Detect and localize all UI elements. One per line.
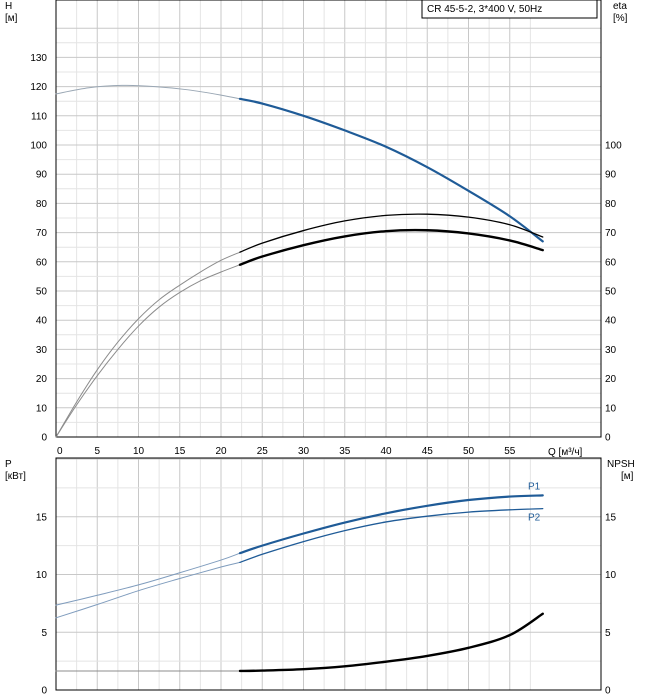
y-tick-label-eta: 100 <box>605 141 622 152</box>
x-axis-title: Q [м³/ч] <box>548 447 583 458</box>
y-tick-label-p: 15 <box>36 512 48 523</box>
legend-box <box>421 0 598 19</box>
y-tick-label-h: 110 <box>31 111 47 122</box>
x-tick-label: 20 <box>215 446 227 457</box>
power-panel-frame <box>55 457 602 691</box>
y-tick-label-p: 0 <box>41 686 47 697</box>
series-label-p2: P2 <box>528 513 541 524</box>
series-line-p2-thin <box>55 561 241 619</box>
y-tick-label-h: 90 <box>36 170 48 181</box>
y-tick-label-eta: 50 <box>605 287 617 298</box>
series-label-p1: P1 <box>528 481 541 492</box>
x-tick-label: 15 <box>174 446 186 457</box>
series-line-eta-lower <box>238 228 544 266</box>
x-tick-label: 55 <box>504 446 516 457</box>
y-tick-label-h: 70 <box>36 228 48 239</box>
x-tick-label: 0 <box>57 446 63 457</box>
y-tick-label-h: 130 <box>30 53 47 64</box>
y-tick-label-npsh: 10 <box>605 570 617 581</box>
x-tick-label: 35 <box>339 446 351 457</box>
y-tick-label-h: 20 <box>36 374 48 385</box>
y-tick-label-h: 60 <box>36 257 48 268</box>
y-tick-label-h: 50 <box>36 287 48 298</box>
y-tick-label-eta: 10 <box>605 403 617 414</box>
series-line-head <box>238 97 544 243</box>
series-line-head-thin <box>55 84 241 100</box>
y-axis-unit-eta: [%] <box>613 13 628 24</box>
y-axis-title-npsh: NPSH <box>607 459 635 470</box>
y-tick-label-eta: 70 <box>605 228 617 239</box>
y-tick-label-eta: 0 <box>605 433 611 444</box>
series-line-eta-upper <box>239 213 544 253</box>
y-tick-label-eta: 20 <box>605 374 617 385</box>
x-tick-label: 45 <box>422 446 434 457</box>
y-tick-label-eta: 90 <box>605 170 617 181</box>
series-line-p1 <box>238 494 544 555</box>
legend-text: CR 45-5-2, 3*400 V, 50Hz <box>427 4 542 15</box>
x-tick-label: 5 <box>94 446 100 457</box>
y-axis-unit-h: [м] <box>5 13 18 24</box>
x-tick-label: 25 <box>257 446 269 457</box>
series-line-p2 <box>239 508 544 564</box>
y-tick-label-npsh: 0 <box>605 686 611 697</box>
y-tick-label-h: 100 <box>30 141 47 152</box>
y-tick-label-p: 10 <box>36 570 48 581</box>
y-tick-label-eta: 40 <box>605 316 617 327</box>
series-line-npsh <box>238 612 544 673</box>
y-tick-label-h: 30 <box>36 345 48 356</box>
y-axis-unit-npsh: [м] <box>621 471 634 482</box>
y-tick-label-eta: 80 <box>605 199 617 210</box>
y-tick-label-h: 0 <box>41 433 47 444</box>
series-line-eta-thin-upper <box>55 251 241 438</box>
x-tick-label: 50 <box>463 446 475 457</box>
y-tick-label-eta: 60 <box>605 257 617 268</box>
y-axis-title-eta: eta <box>613 1 627 12</box>
y-tick-label-p: 5 <box>41 628 47 639</box>
y-axis-title-h: H <box>5 1 12 12</box>
x-tick-label: 40 <box>380 446 392 457</box>
y-tick-label-eta: 30 <box>605 345 617 356</box>
y-tick-label-npsh: 5 <box>605 628 611 639</box>
x-tick-label: 10 <box>133 446 145 457</box>
series-line-p1-thin <box>55 552 241 606</box>
series-line-eta-thin-lower <box>55 264 241 438</box>
y-tick-label-h: 120 <box>30 82 47 93</box>
y-tick-label-h: 10 <box>36 403 48 414</box>
x-tick-label: 30 <box>298 446 310 457</box>
y-axis-unit-p: [кВт] <box>5 471 26 482</box>
y-tick-label-h: 40 <box>36 316 48 327</box>
head-panel-frame <box>55 0 602 438</box>
y-axis-title-p: P <box>5 459 12 470</box>
y-tick-label-npsh: 15 <box>605 512 617 523</box>
y-tick-label-h: 80 <box>36 199 48 210</box>
